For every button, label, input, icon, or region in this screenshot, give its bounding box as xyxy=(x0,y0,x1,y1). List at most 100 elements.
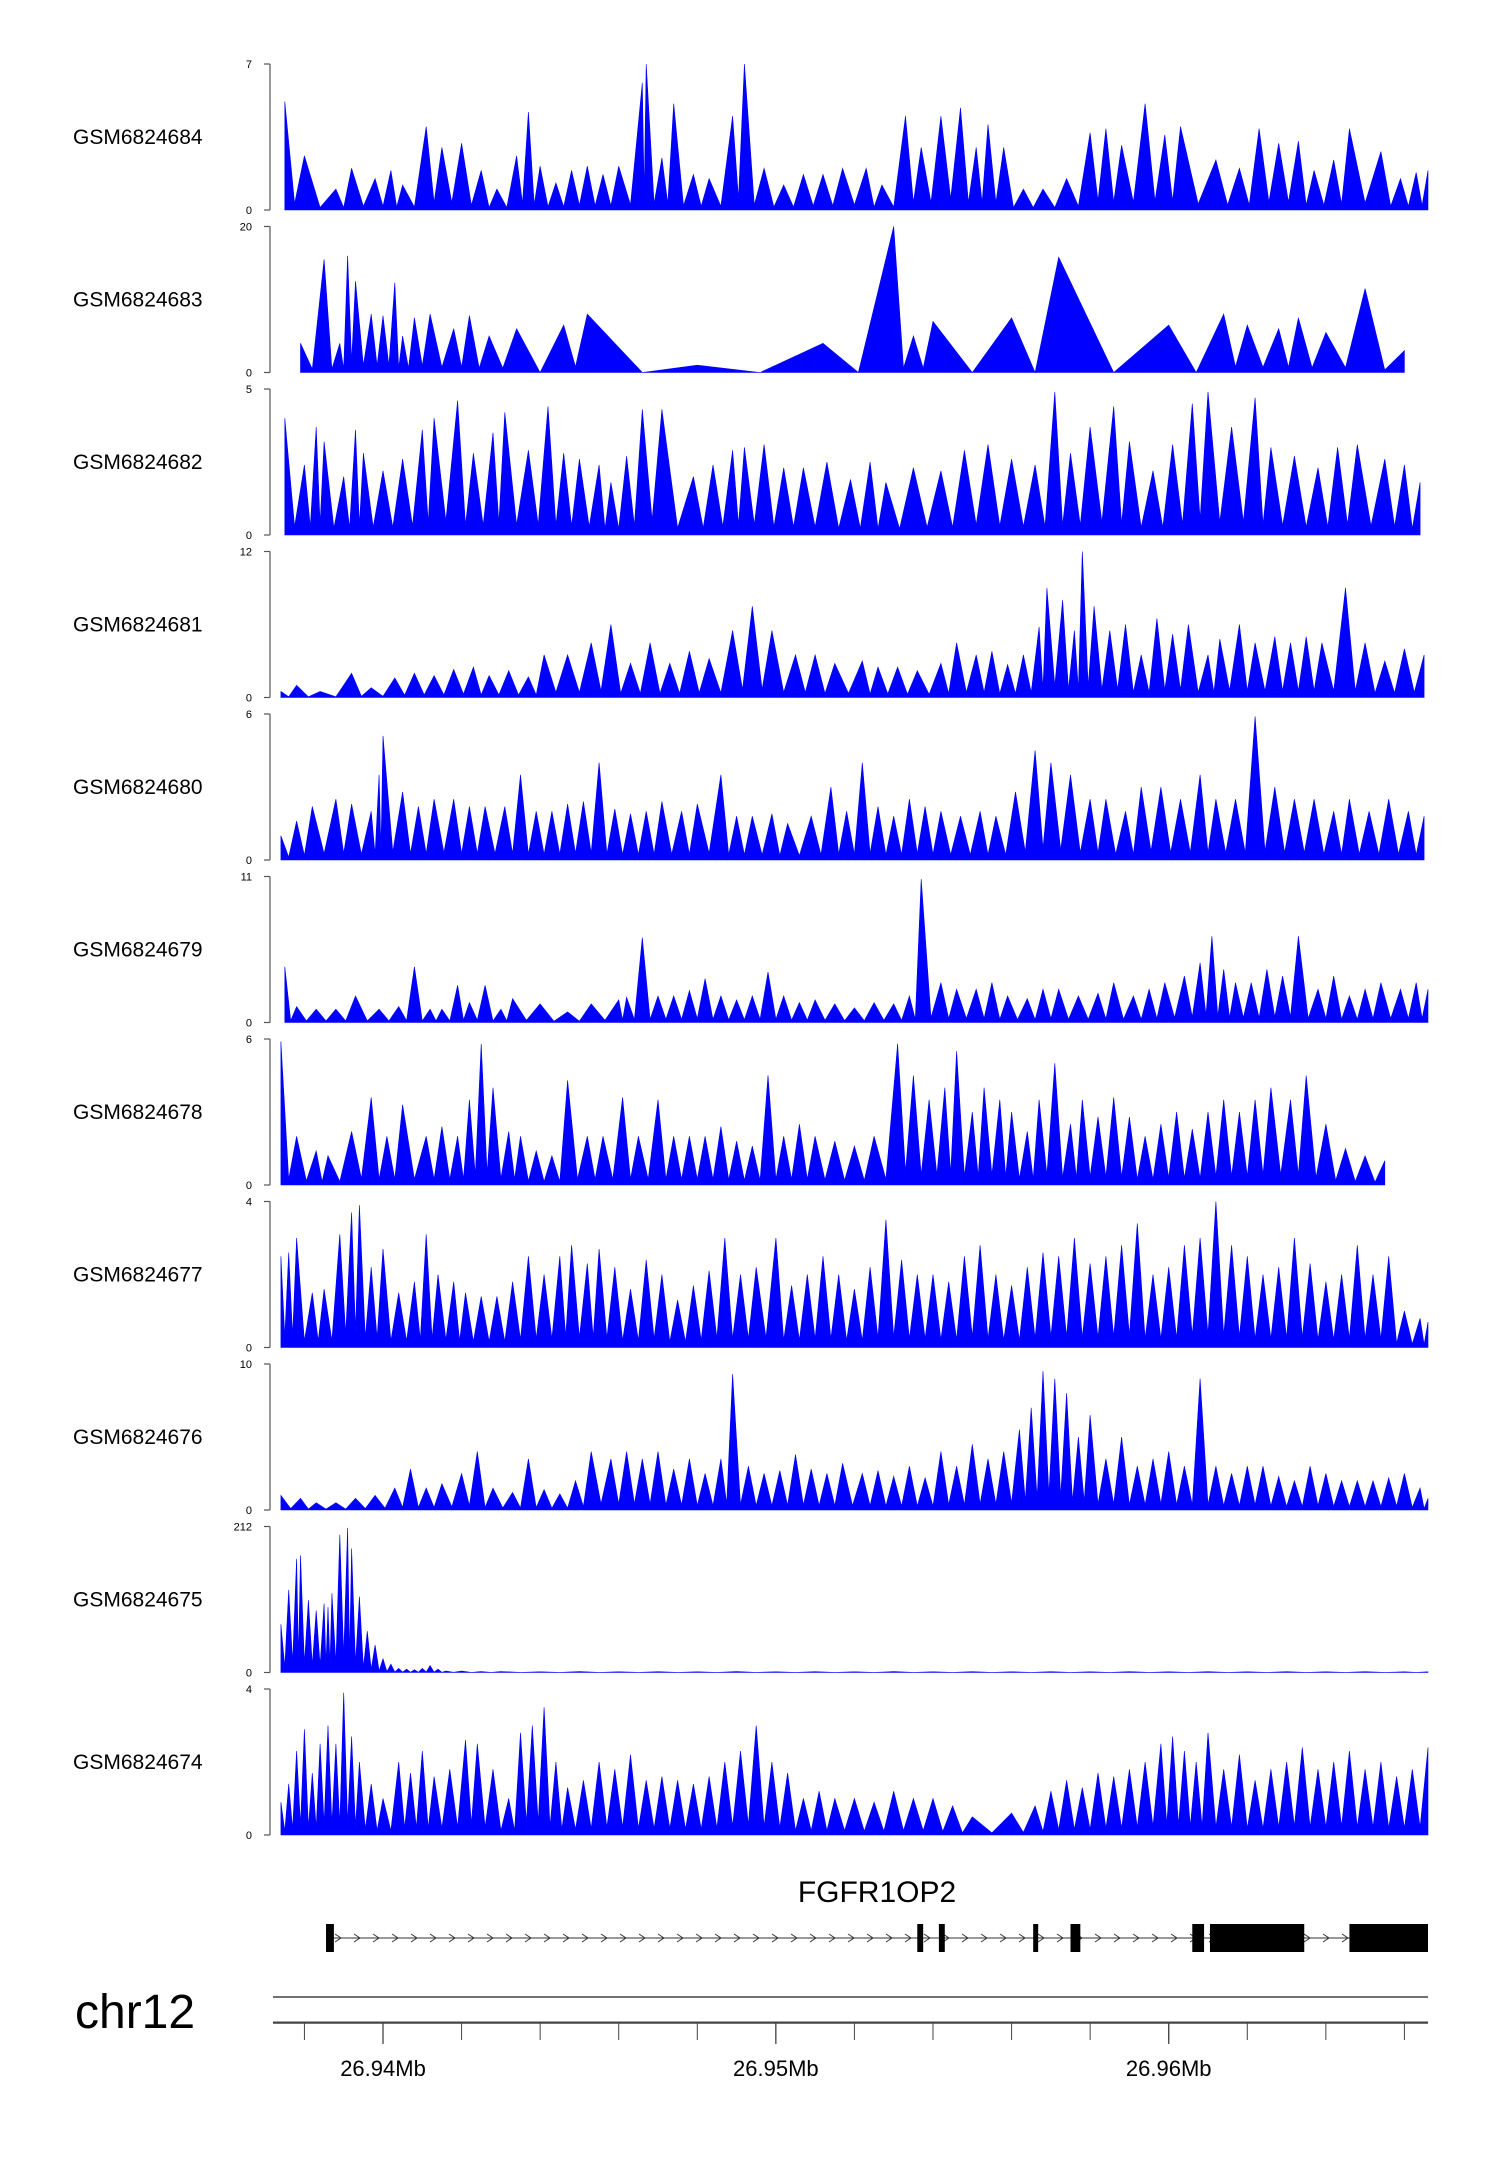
y-tick-label-max: 7 xyxy=(246,59,252,71)
strand-arrow xyxy=(353,1933,361,1943)
strand-arrow xyxy=(790,1933,798,1943)
track-GSM6824682: 5 0 GSM6824682 xyxy=(73,384,1421,542)
strand-arrow xyxy=(1322,1933,1330,1943)
strand-arrow xyxy=(771,1933,779,1943)
track-label: GSM6824674 xyxy=(73,1751,203,1774)
track-label: GSM6824678 xyxy=(73,1101,203,1124)
strand-arrow xyxy=(961,1933,969,1943)
y-tick-label-zero: 0 xyxy=(246,1343,252,1355)
strand-arrow xyxy=(1303,1933,1311,1943)
strand-arrow xyxy=(1113,1933,1121,1943)
strand-arrow xyxy=(1132,1933,1140,1943)
strand-arrow xyxy=(562,1933,570,1943)
strand-arrow xyxy=(866,1933,874,1943)
y-tick-label-max: 5 xyxy=(246,384,252,396)
strand-arrow xyxy=(1018,1933,1026,1943)
track-GSM6824679: 11 0 GSM6824679 xyxy=(73,872,1429,1030)
coverage-tracks: 7 0 GSM6824684 20 0 GSM6824683 5 0 GSM6824682 12 0… xyxy=(73,59,1429,1842)
strand-arrow xyxy=(505,1933,513,1943)
strand-arrow xyxy=(980,1933,988,1943)
y-tick-label-zero: 0 xyxy=(246,368,252,380)
y-tick-label-zero: 0 xyxy=(246,1668,252,1680)
strand-arrow xyxy=(942,1933,950,1943)
y-tick-label-zero: 0 xyxy=(246,530,252,542)
exon xyxy=(1070,1924,1081,1952)
strand-arrow xyxy=(695,1933,703,1943)
strand-arrow xyxy=(885,1933,893,1943)
strand-arrow xyxy=(752,1933,760,1943)
strand-arrow xyxy=(923,1933,931,1943)
y-tick-label-max: 6 xyxy=(246,709,252,721)
strand-arrow xyxy=(391,1933,399,1943)
strand-arrow xyxy=(638,1933,646,1943)
y-tick-label-max: 12 xyxy=(240,547,252,559)
strand-arrow xyxy=(1037,1933,1045,1943)
strand-arrow xyxy=(1170,1933,1178,1943)
track-label: GSM6824683 xyxy=(73,289,203,312)
coverage-area xyxy=(280,1201,1429,1348)
x-axis: 26.94Mb 26.95Mb 26.96Mb xyxy=(273,2021,1428,2081)
axis-tick-label: 26.95Mb xyxy=(733,2056,819,2081)
y-tick-label-zero: 0 xyxy=(246,1180,252,1192)
strand-arrow xyxy=(410,1933,418,1943)
strand-arrow xyxy=(467,1933,475,1943)
y-tick-label-max: 6 xyxy=(246,1034,252,1046)
strand-arrow xyxy=(809,1933,817,1943)
y-tick-label-zero: 0 xyxy=(246,855,252,867)
track-label: GSM6824675 xyxy=(73,1589,203,1612)
strand-arrow xyxy=(581,1933,589,1943)
track-label: GSM6824681 xyxy=(73,614,203,637)
track-GSM6824680: 6 0 GSM6824680 xyxy=(73,709,1425,867)
strand-arrow xyxy=(714,1933,722,1943)
exon xyxy=(917,1924,924,1952)
gene-model: FGFR1OP2 xyxy=(326,1876,1428,1952)
track-GSM6824678: 6 0 GSM6824678 xyxy=(73,1034,1386,1192)
track-label: GSM6824680 xyxy=(73,776,203,799)
y-tick-label-max: 4 xyxy=(246,1197,252,1209)
strand-arrow xyxy=(1094,1933,1102,1943)
strand-arrow xyxy=(524,1933,532,1943)
coverage-area xyxy=(280,1692,1429,1836)
strand-arrow xyxy=(429,1933,437,1943)
strand-arrow xyxy=(543,1933,551,1943)
coverage-area xyxy=(284,879,1429,1023)
strand-arrow xyxy=(828,1933,836,1943)
track-GSM6824683: 20 0 GSM6824683 xyxy=(73,222,1405,380)
track-label: GSM6824684 xyxy=(73,126,203,149)
strand-arrow xyxy=(733,1933,741,1943)
exon xyxy=(326,1924,334,1952)
track-label: GSM6824676 xyxy=(73,1426,203,1449)
coverage-area xyxy=(280,1041,1386,1186)
coverage-area xyxy=(280,1527,1429,1673)
strand-arrow xyxy=(847,1933,855,1943)
strand-arrow xyxy=(448,1933,456,1943)
chromosome-ideogram: chr12 xyxy=(75,1986,1428,2039)
exon xyxy=(1033,1924,1039,1952)
y-tick-label-max: 11 xyxy=(241,872,252,884)
strand-arrow xyxy=(904,1933,912,1943)
y-tick-label-max: 20 xyxy=(240,222,252,234)
strand-arrow xyxy=(372,1933,380,1943)
y-tick-label-max: 10 xyxy=(240,1359,252,1371)
strand-arrow xyxy=(486,1933,494,1943)
y-tick-label-zero: 0 xyxy=(246,1505,252,1517)
y-tick-label-max: 4 xyxy=(246,1684,252,1696)
strand-arrow xyxy=(657,1933,665,1943)
y-tick-label-zero: 0 xyxy=(246,205,252,217)
coverage-area xyxy=(300,226,1405,374)
exon xyxy=(1192,1924,1205,1952)
strand-arrow xyxy=(999,1933,1007,1943)
track-GSM6824675: 212 0 GSM6824675 xyxy=(73,1522,1429,1680)
axis-tick-label: 26.96Mb xyxy=(1126,2056,1212,2081)
y-tick-label-zero: 0 xyxy=(246,1018,252,1030)
track-GSM6824677: 4 0 GSM6824677 xyxy=(73,1197,1429,1355)
track-label: GSM6824679 xyxy=(73,939,203,962)
gene-label: FGFR1OP2 xyxy=(798,1876,956,1909)
coverage-area xyxy=(284,63,1429,211)
coverage-area xyxy=(280,551,1425,698)
strand-arrow xyxy=(1056,1933,1064,1943)
y-tick-label-zero: 0 xyxy=(246,693,252,705)
chromosome-label: chr12 xyxy=(75,1986,195,2039)
strand-arrow xyxy=(676,1933,684,1943)
